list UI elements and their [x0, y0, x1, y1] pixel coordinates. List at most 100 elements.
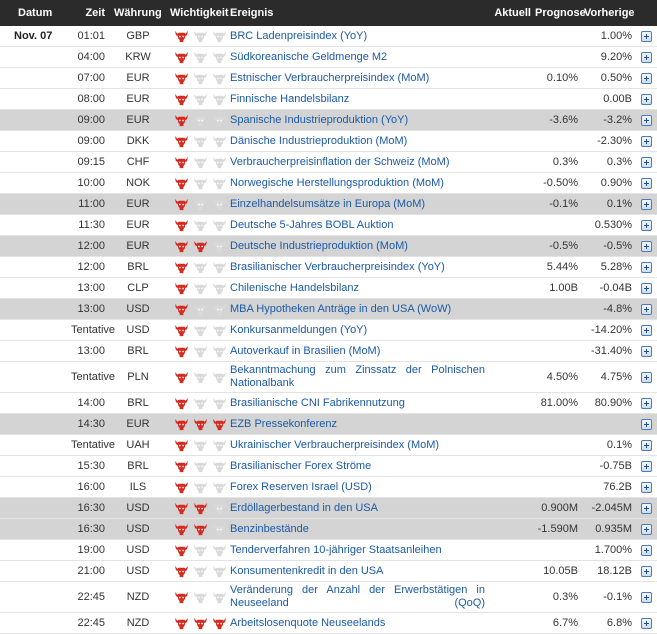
table-row[interactable]: 08:00 EUR Finnische Handelsbilanz 0.00B — [0, 88, 657, 110]
row-event: Norwegische Herstellungsproduktion (MoM) — [227, 172, 488, 194]
event-link[interactable]: Deutsche Industrieproduktion (MoM) — [230, 240, 408, 252]
expand-plus-icon[interactable] — [640, 240, 652, 252]
table-row[interactable]: 14:30 EUR EZB Pressekonferenz — [0, 413, 657, 435]
expand-plus-icon[interactable] — [640, 565, 652, 577]
event-link[interactable]: Brasilianischer Forex Ströme — [230, 460, 372, 472]
expand-plus-icon[interactable] — [640, 617, 652, 629]
table-row[interactable]: 13:00 USD MBA Hypotheken Anträge in den US… — [0, 298, 657, 320]
expand-plus-icon[interactable] — [640, 345, 652, 357]
expand-plus-icon[interactable] — [640, 591, 652, 603]
event-link[interactable]: Spanische Industrieproduktion (YoY) — [230, 114, 409, 126]
event-link[interactable]: Finnische Handelsbilanz — [230, 93, 350, 105]
expand-plus-icon[interactable] — [640, 177, 652, 189]
expand-plus-icon[interactable] — [640, 219, 652, 231]
table-row[interactable]: 16:30 USD Benzinbestände -1.590M 0.935M — [0, 518, 657, 540]
table-row[interactable]: 16:00 ILS Forex Reserven Israel (USD) 76.2B — [0, 476, 657, 498]
event-link[interactable]: Einzelhandelsumsätze in Europa (MoM) — [230, 198, 426, 210]
event-link[interactable]: Deutsche 5-Jahres BOBL Auktion — [230, 219, 394, 231]
event-link[interactable]: Chilenische Handelsbilanz — [230, 282, 360, 294]
table-row[interactable]: 10:00 NOK Norwegische Herstellungsprodukti… — [0, 172, 657, 194]
event-link[interactable]: Veränderung der Anzahl der Erwerbstätige… — [230, 584, 485, 609]
table-row[interactable]: 22:45 NZD Arbeitslosenquote Neuseelands 6.7… — [0, 612, 657, 634]
expand-plus-icon[interactable] — [640, 439, 652, 451]
row-expand — [635, 392, 657, 414]
table-row[interactable]: 13:00 BRL Autoverkauf in Brasilien (MoM) -3… — [0, 340, 657, 362]
table-row[interactable]: 04:00 KRW Südkoreanische Geldmenge M2 9.20% — [0, 46, 657, 68]
table-row[interactable]: 11:00 EUR Einzelhandelsumsätze in Europa (… — [0, 193, 657, 215]
table-row[interactable]: 22:45 NZD Veränderung der Anzahl der Erwer… — [0, 581, 657, 613]
table-row[interactable]: 07:00 EUR Estnischer Verbraucherpreisindex… — [0, 67, 657, 89]
table-row[interactable]: 12:00 BRL Brasilianischer Verbraucherpreis… — [0, 256, 657, 278]
event-link[interactable]: Südkoreanische Geldmenge M2 — [230, 51, 388, 63]
expand-plus-icon[interactable] — [640, 397, 652, 409]
expand-plus-icon[interactable] — [640, 156, 652, 168]
row-importance — [168, 298, 227, 320]
bull-inactive-icon — [193, 93, 208, 106]
event-link[interactable]: Arbeitslosenquote Neuseelands — [230, 617, 386, 629]
expand-plus-icon[interactable] — [640, 114, 652, 126]
row-time: Tentative — [68, 361, 115, 393]
expand-plus-icon[interactable] — [640, 282, 652, 294]
table-row[interactable]: 21:00 USD Konsumentenkredit in den USA 10.0… — [0, 560, 657, 582]
row-currency: EUR — [108, 109, 168, 131]
event-link[interactable]: Verbraucherpreisinflation der Schweiz (M… — [230, 156, 450, 168]
event-link[interactable]: Bekanntmachung zum Zinssatz der Polnisch… — [230, 364, 485, 389]
event-link[interactable]: EZB Pressekonferenz — [230, 418, 337, 430]
expand-plus-icon[interactable] — [640, 93, 652, 105]
event-link[interactable]: Erdöllagerbestand in den USA — [230, 502, 378, 514]
table-row[interactable]: Tentative PLN Bekanntmachung zum Zinssatz … — [0, 361, 657, 393]
event-link[interactable]: Konkursanmeldungen (YoY) — [230, 324, 368, 336]
table-row[interactable]: 16:30 USD Erdöllagerbestand in den USA 0.90… — [0, 497, 657, 519]
table-row[interactable]: 14:00 BRL Brasilianische CNI Fabrikennutzu… — [0, 392, 657, 414]
expand-plus-icon[interactable] — [640, 261, 652, 273]
expand-plus-icon[interactable] — [640, 72, 652, 84]
row-importance — [168, 277, 227, 299]
row-currency: EUR — [108, 88, 168, 110]
expand-plus-icon[interactable] — [640, 371, 652, 383]
table-row[interactable]: Nov. 07 01:01 GBP BRC Ladenpreisindex (YoY)… — [0, 26, 657, 47]
row-importance — [168, 392, 227, 414]
event-link[interactable]: MBA Hypotheken Anträge in den USA (WoW) — [230, 303, 452, 315]
row-expand — [635, 413, 657, 435]
row-time: 12:00 — [68, 256, 108, 278]
event-link[interactable]: Estnischer Verbraucherpreisindex (MoM) — [230, 72, 430, 84]
table-row[interactable]: 11:30 EUR Deutsche 5-Jahres BOBL Auktion 0.… — [0, 214, 657, 236]
table-row[interactable]: 19:00 USD Tenderverfahren 10-jähriger Staa… — [0, 539, 657, 561]
event-link[interactable]: Norwegische Herstellungsproduktion (MoM) — [230, 177, 444, 189]
bull-inactive-icon — [193, 439, 208, 452]
expand-plus-icon[interactable] — [640, 460, 652, 472]
expand-plus-icon[interactable] — [640, 418, 652, 430]
event-link[interactable]: BRC Ladenpreisindex (YoY) — [230, 30, 368, 42]
event-link[interactable]: Brasilianische CNI Fabrikennutzung — [230, 397, 405, 409]
expand-plus-icon[interactable] — [640, 30, 652, 42]
event-link[interactable]: Konsumentenkredit in den USA — [230, 565, 384, 577]
expand-plus-icon[interactable] — [640, 324, 652, 336]
event-link[interactable]: Dänische Industrieproduktion (MoM) — [230, 135, 408, 147]
event-link[interactable]: Ukrainischer Verbraucherpreisindex (MoM) — [230, 439, 440, 451]
expand-plus-icon[interactable] — [640, 303, 652, 315]
table-row[interactable]: 09:15 CHF Verbraucherpreisinflation der Sc… — [0, 151, 657, 173]
row-forecast: 0.3% — [532, 581, 581, 613]
expand-plus-icon[interactable] — [640, 523, 652, 535]
table-row[interactable]: Tentative UAH Ukrainischer Verbraucherprei… — [0, 434, 657, 456]
table-row[interactable]: 15:30 BRL Brasilianischer Forex Ströme -0.7… — [0, 455, 657, 477]
table-row[interactable]: 09:00 DKK Dänische Industrieproduktion (Mo… — [0, 130, 657, 152]
expand-plus-icon[interactable] — [640, 135, 652, 147]
expand-plus-icon[interactable] — [640, 51, 652, 63]
row-previous: -0.04B — [581, 277, 635, 299]
table-row[interactable]: 09:00 EUR Spanische Industrieproduktion (Y… — [0, 109, 657, 131]
event-link[interactable]: Tenderverfahren 10-jähriger Staatsanleih… — [230, 544, 442, 556]
table-row[interactable]: Tentative USD Konkursanmeldungen (YoY) -14.… — [0, 319, 657, 341]
expand-plus-icon[interactable] — [640, 198, 652, 210]
row-date — [0, 256, 68, 278]
table-row[interactable]: 13:00 CLP Chilenische Handelsbilanz 1.00B -0… — [0, 277, 657, 299]
row-importance — [168, 67, 227, 89]
event-link[interactable]: Forex Reserven Israel (USD) — [230, 481, 372, 493]
expand-plus-icon[interactable] — [640, 502, 652, 514]
table-row[interactable]: 12:00 EUR Deutsche Industrieproduktion (Mo… — [0, 235, 657, 257]
event-link[interactable]: Brasilianischer Verbraucherpreisindex (Y… — [230, 261, 445, 273]
expand-plus-icon[interactable] — [640, 481, 652, 493]
expand-plus-icon[interactable] — [640, 544, 652, 556]
event-link[interactable]: Autoverkauf in Brasilien (MoM) — [230, 345, 381, 357]
event-link[interactable]: Benzinbestände — [230, 523, 309, 535]
